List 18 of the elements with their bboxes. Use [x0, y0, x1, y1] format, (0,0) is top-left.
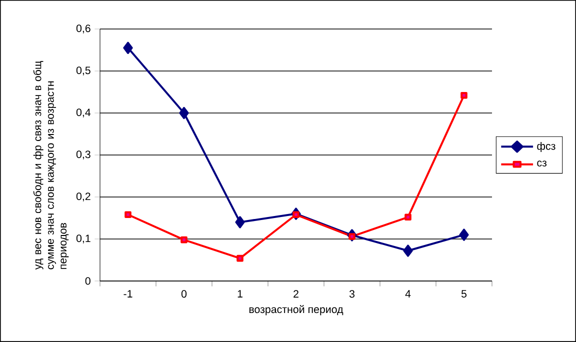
y-tick-label: 0,6: [76, 24, 90, 34]
x-tick-label: 5: [461, 290, 467, 298]
legend-label: сз: [537, 160, 547, 166]
y-tick-label: 0,1: [76, 234, 90, 244]
x-tick-label: 1: [238, 290, 242, 298]
y-axis-title: уд вес нов свободн и фр связ знач в общ сумме знач слов каждого из возрастн периодов: [33, 60, 69, 270]
y-tick-label: 0,2: [76, 192, 90, 202]
y-tick-label: 0,5: [76, 66, 90, 76]
x-tick-label: 3: [349, 290, 354, 298]
x-axis-title: возрастной период: [249, 305, 344, 316]
x-tick-label: 4: [405, 290, 411, 298]
x-tick-label: 2: [294, 290, 298, 298]
y-tick-label: 0: [85, 277, 90, 285]
x-tick-label: 0: [181, 290, 187, 298]
y-tick-label: 0,4: [76, 108, 91, 118]
x-tick-label: -1: [124, 290, 132, 298]
legend-label: фсз: [537, 142, 556, 152]
y-tick-label: 0,3: [76, 150, 90, 160]
